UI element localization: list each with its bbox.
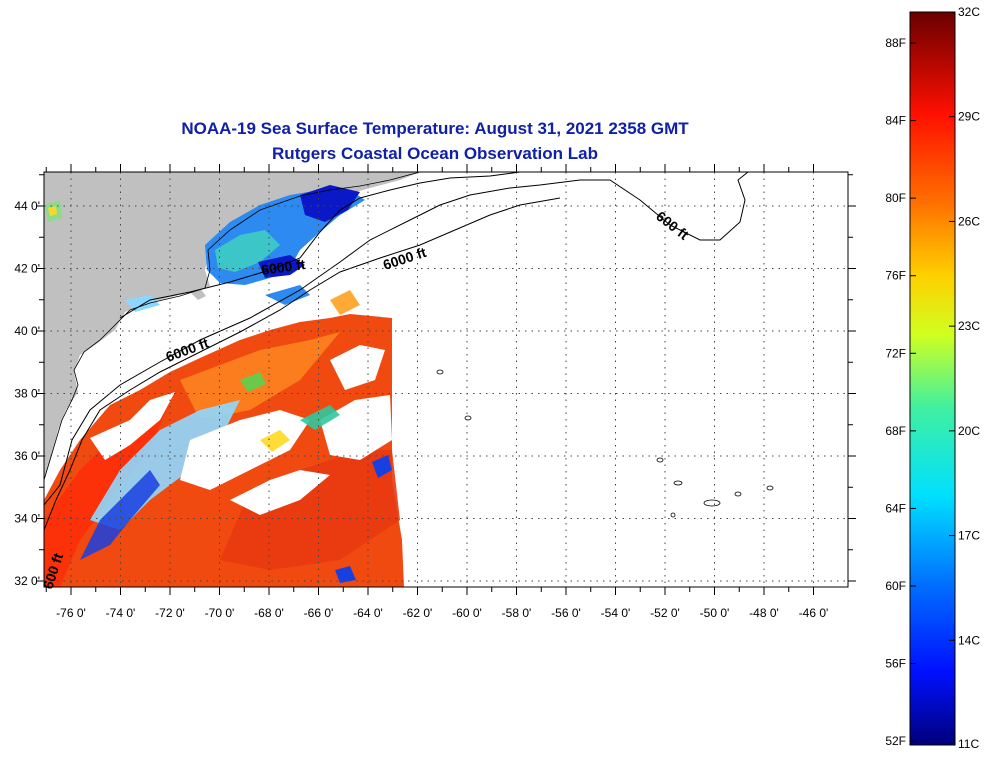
colorbar-label-f: 76F	[885, 269, 906, 283]
colorbar-label-c: 20C	[958, 424, 980, 438]
map-frame	[43, 171, 849, 588]
colorbar-label-f: 56F	[885, 657, 906, 671]
colorbar-label-c: 11C	[958, 737, 979, 751]
colorbar-label-f: 80F	[885, 191, 906, 205]
colorbar-label-f: 64F	[885, 501, 906, 515]
colorbar-label-c: 17C	[958, 529, 980, 543]
lon-tick-label: -52 0'	[650, 606, 680, 620]
contour-600ft	[44, 172, 749, 506]
colorbar-label-f: 68F	[885, 424, 906, 438]
sst-swath	[44, 185, 404, 587]
map-title: NOAA-19 Sea Surface Temperature: August …	[181, 119, 689, 138]
lon-tick-label: -68 0'	[254, 606, 284, 620]
colorbar-label-c: 23C	[958, 319, 980, 333]
lat-tick-label: 44 0'	[14, 199, 40, 213]
lon-tick-label: -76 0'	[56, 606, 86, 620]
lat-tick-label: 38 0'	[14, 387, 40, 401]
lon-tick-label: -48 0'	[749, 606, 779, 620]
lat-tick-label: 42 0'	[14, 262, 40, 276]
map-subtitle: Rutgers Coastal Ocean Observation Lab	[272, 144, 598, 163]
colorbar-label-f: 88F	[885, 36, 906, 50]
lon-tick-label: -46 0'	[799, 606, 829, 620]
colorbar-label-c: 29C	[958, 110, 980, 124]
lat-tick-label: 32 0'	[14, 574, 40, 588]
lon-tick-label: -62 0'	[403, 606, 433, 620]
coastline	[44, 172, 421, 481]
lon-tick-label: -54 0'	[601, 606, 631, 620]
colorbar-label-f: 52F	[885, 734, 906, 748]
colorbar-label-f: 60F	[885, 579, 906, 593]
colorbar-label-f: 72F	[885, 346, 906, 360]
land-mass	[44, 172, 380, 480]
contour-label: 6000 ft	[260, 256, 306, 278]
colorbar-label-c: 14C	[958, 633, 980, 647]
colorbar-label-f: 84F	[885, 114, 906, 128]
lat-tick-label: 36 0'	[14, 449, 40, 463]
lat-tick-label: 40 0'	[14, 324, 40, 338]
lon-tick-label: -56 0'	[551, 606, 581, 620]
contour-6000ft	[44, 197, 561, 531]
colorbar-label-c: 26C	[958, 214, 980, 228]
lon-tick-label: -72 0'	[155, 606, 185, 620]
lon-tick-label: -58 0'	[502, 606, 532, 620]
small-islands	[436, 369, 774, 518]
lon-tick-label: -60 0'	[452, 606, 482, 620]
colorbar-label-c: 32C	[958, 5, 980, 19]
colorbar	[909, 11, 956, 746]
lon-tick-label: -66 0'	[304, 606, 334, 620]
lon-tick-label: -50 0'	[700, 606, 730, 620]
lon-tick-label: -74 0'	[106, 606, 136, 620]
lon-tick-label: -70 0'	[205, 606, 235, 620]
lat-tick-label: 34 0'	[14, 512, 40, 526]
lon-tick-label: -64 0'	[353, 606, 383, 620]
